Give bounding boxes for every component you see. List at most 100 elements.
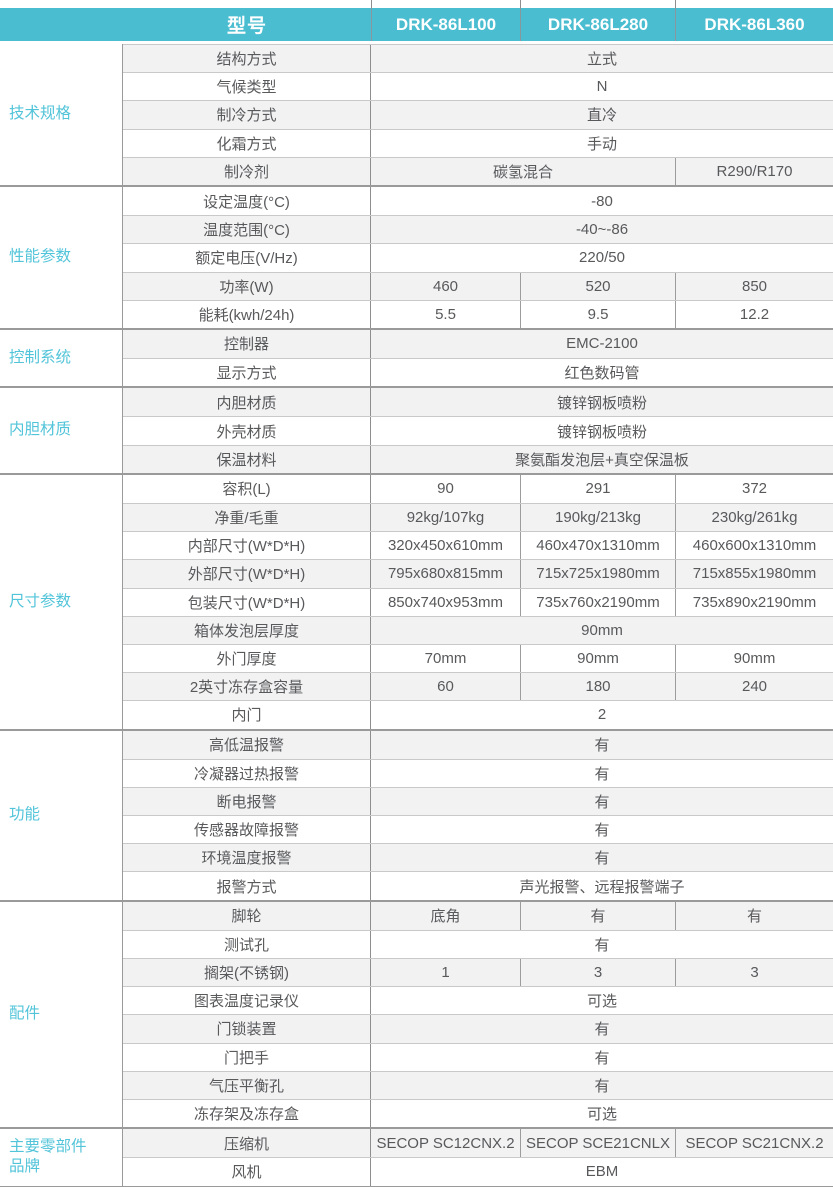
param-cell: 压缩机 [123,1129,371,1158]
value-cell: 红色数码管 [564,365,640,383]
value-cell: 手动 [586,135,617,153]
value-cell: 220/50 [579,249,625,267]
param-cell: 能耗(kwh/24h) [123,300,371,328]
value-cells: 320x450x610mm 460x470x1310mm 460x600x1310m… [371,532,833,560]
group-rows: 结构方式 立式 气候类型 N 制冷方式 直冷 化霜方式 手动 制冷剂 碳氢混合 R290/R170 [123,44,833,185]
value-cells: 850x740x953mm 735x760x2190mm 735x890x2190m… [371,588,833,616]
table-row: 环境温度报警 有 [123,843,833,872]
table-row: 门锁装置 有 [123,1014,833,1043]
table-row: 搁架(不锈钢) 1 3 3 [123,958,833,987]
value-cells: 有 [371,731,833,759]
value-cell: 795x680x815mm [387,565,504,583]
value-cell: 可选 [586,1106,617,1124]
group-rows: 容积(L) 90 291 372 净重/毛重 92kg/107kg 190kg/213kg 2… [123,474,833,729]
param-cell: 断电报警 [123,787,371,816]
value-cell: 92kg/107kg [406,509,485,527]
param-cell: 报警方式 [123,872,371,900]
table-row: 外部尺寸(W*D*H) 795x680x815mm 715x725x1980mm 71… [123,559,833,588]
group-label: 性能参数 [0,186,123,328]
value-cells: 立式 [371,45,833,72]
header-model-drk-86l100: DRK-86L100 [371,8,520,41]
value-cells: 90mm [371,617,833,644]
value-cells: 220/50 [371,244,833,271]
table-row: 外壳材质 镀锌钢板喷粉 [123,416,833,445]
value-cells: 直冷 [371,101,833,128]
value-cell: 70mm [424,650,467,668]
table-row: 门把手 有 [123,1042,833,1071]
value-cells: 有 [371,1044,833,1071]
header-model-drk-86l280: DRK-86L280 [520,8,675,41]
value-cell: 230kg/261kg [675,504,833,532]
param-cell: 温度范围(°C) [123,216,371,244]
param-cell: 外部尺寸(W*D*H) [123,560,371,588]
value-cell: 有 [594,936,610,954]
value-cells: 聚氨酯发泡层+真空保温板 [371,446,833,473]
param-cell: 显示方式 [123,359,371,387]
value-cells: N [371,73,833,100]
group-rows: 高低温报警有冷凝器过热报警有断电报警有传感器故障报警有环境温度报警有报警方式 声光… [123,730,833,900]
param-cell: 化霜方式 [123,129,371,157]
value-cells: 70mm 90mm 90mm [371,644,833,673]
value-cell: SECOP SCE21CNLX [520,1129,675,1158]
group-rows: 内胆材质 镀锌钢板喷粉 外壳材质 镀锌钢板喷粉 保温材料 聚氨酯发泡层+真空保温板 [123,388,833,473]
header-model-drk-86l360: DRK-86L360 [675,8,833,41]
table-row: 额定电压(V/Hz) 220/50 [123,243,833,272]
param-cell: 制冷剂 [123,157,371,185]
value-cells: 红色数码管 [371,359,833,386]
param-cell: 内门 [123,701,371,729]
table-row: 2英寸冻存盒容量 60 180 240 [123,672,833,701]
value-cell: 有 [594,1049,610,1067]
value-cell: 320x450x610mm [387,537,504,555]
value-cells: 795x680x815mm 715x725x1980mm 715x855x1980m… [371,560,833,588]
param-cell: 包装尺寸(W*D*H) [123,588,371,616]
param-cell: 门锁装置 [123,1015,371,1043]
value-cell: 90mm [520,644,675,673]
value-cell: 有 [594,850,610,868]
group-rows: 设定温度(°C) -80 温度范围(°C) -40~-86 额定电压(V/Hz) 220/… [123,186,833,328]
value-cell: 聚氨酯发泡层+真空保温板 [515,451,689,469]
group-label: 配件 [0,901,123,1128]
top-margin [0,0,833,8]
header-model-column-title: 型号 [226,16,267,37]
param-cell: 气压平衡孔 [123,1071,371,1099]
param-cell: 脚轮 [123,901,371,930]
spec-group: 控制系统 控制器 EMC-2100 显示方式 红色数码管 [0,327,833,387]
header-spacer [0,8,123,41]
value-cells: 有 [371,844,833,871]
value-cell: 镀锌钢板喷粉 [556,423,647,441]
param-cell: 高低温报警 [123,730,371,759]
param-cell: 环境温度报警 [123,844,371,872]
table-row: 断电报警 有 [123,786,833,816]
value-cell: 850 [675,272,833,300]
group-rows: 压缩机 SECOP SC12CNX.2 SECOP SCE21CNLX SECOP S… [123,1129,833,1186]
value-cell: 立式 [586,51,617,69]
group-label: 内胆材质 [0,388,123,473]
value-cell: EMC-2100 [566,335,638,353]
value-cell: 可选 [586,993,617,1011]
value-cell: 有 [594,765,610,783]
value-cell: 372 [675,474,833,503]
spec-group: 尺寸参数 容积(L) 90 291 372 净重/毛重 92kg/107kg 190kg/21… [0,472,833,729]
value-cell: 9.5 [520,300,675,328]
value-cell: 460 [432,277,459,295]
value-cell: 3 [520,959,675,987]
param-cell: 额定电压(V/Hz) [123,244,371,272]
table-row: 箱体发泡层厚度 90mm [123,615,833,644]
param-cell: 门把手 [123,1043,371,1071]
param-cell: 结构方式 [123,45,371,73]
column-rule [675,0,676,8]
param-cell: 容积(L) [123,474,371,503]
header-gap [0,41,833,44]
value-cell: 2 [597,706,607,724]
param-cell: 传感器故障报警 [123,816,371,844]
value-cell: 碳氢混合 [492,163,553,181]
param-cell: 内部尺寸(W*D*H) [123,532,371,560]
param-cell: 2英寸冻存盒容量 [123,673,371,701]
value-cell: 735x890x2190mm [675,588,833,616]
table-row: 图表温度记录仪 可选 [123,986,833,1015]
value-cells: EBM [371,1158,833,1185]
value-cells: 可选 [371,987,833,1014]
param-cell: 图表温度记录仪 [123,987,371,1015]
